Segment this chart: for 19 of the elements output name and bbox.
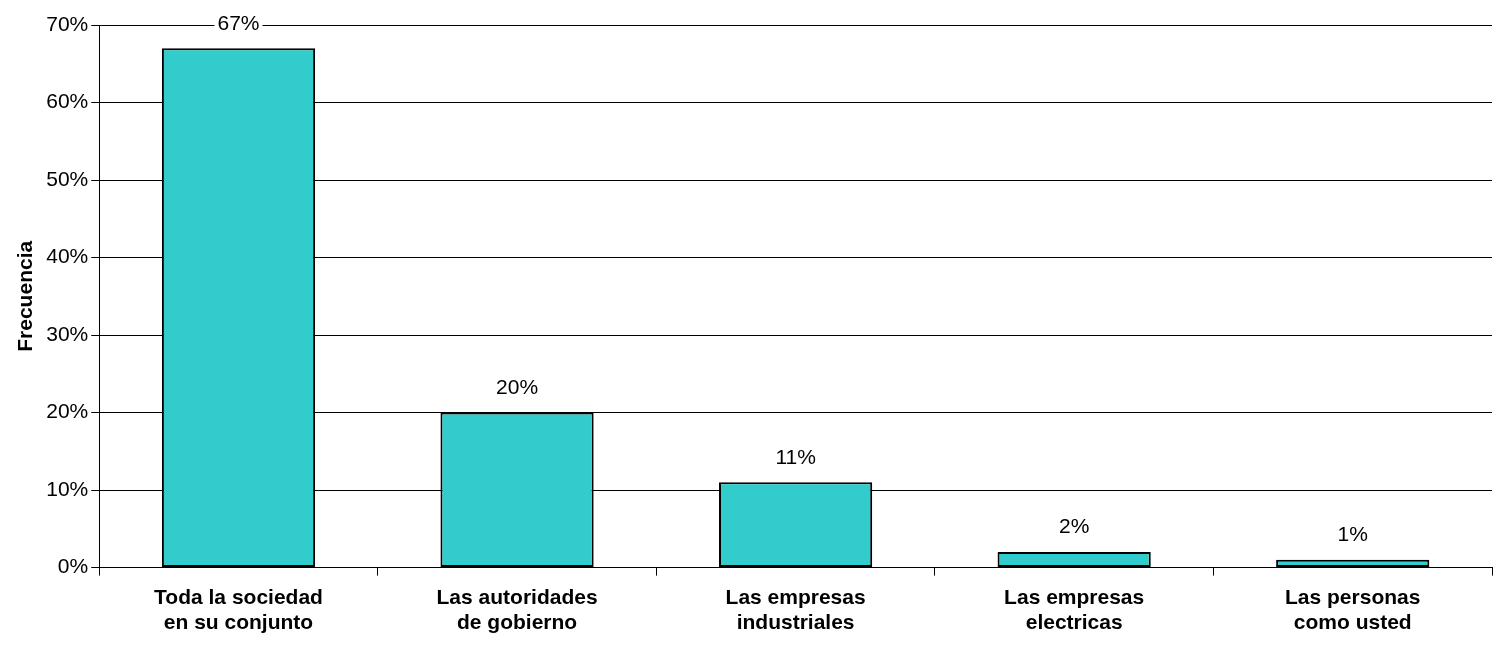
- y-tick-label: 50%: [46, 166, 89, 190]
- data-label: 1%: [1337, 522, 1368, 546]
- y-tick-label: 30%: [46, 321, 89, 345]
- y-tick-label: 60%: [46, 89, 89, 113]
- y-tick-label: 10%: [46, 476, 89, 500]
- data-label: 2%: [1058, 514, 1090, 538]
- x-tick-label: Las autoridades de gobierno: [436, 585, 598, 634]
- data-label: 20%: [496, 374, 539, 398]
- x-tick-label: Las empresas electricas: [1004, 585, 1145, 634]
- x-tick-label: Las personas como usted: [1285, 585, 1421, 634]
- y-tick-label: 70%: [46, 11, 89, 35]
- x-tick-label: Las empresas industriales: [725, 585, 866, 634]
- x-tick-label: Toda la sociedad en su conjunto: [154, 585, 323, 634]
- y-tick-label: 40%: [46, 244, 89, 268]
- y-tick-label: 20%: [46, 399, 89, 423]
- data-label: 67%: [217, 10, 260, 34]
- y-tick-label: 0%: [57, 554, 89, 578]
- data-label: 11%: [775, 444, 816, 468]
- y-axis-title: Frecuencia: [13, 240, 37, 352]
